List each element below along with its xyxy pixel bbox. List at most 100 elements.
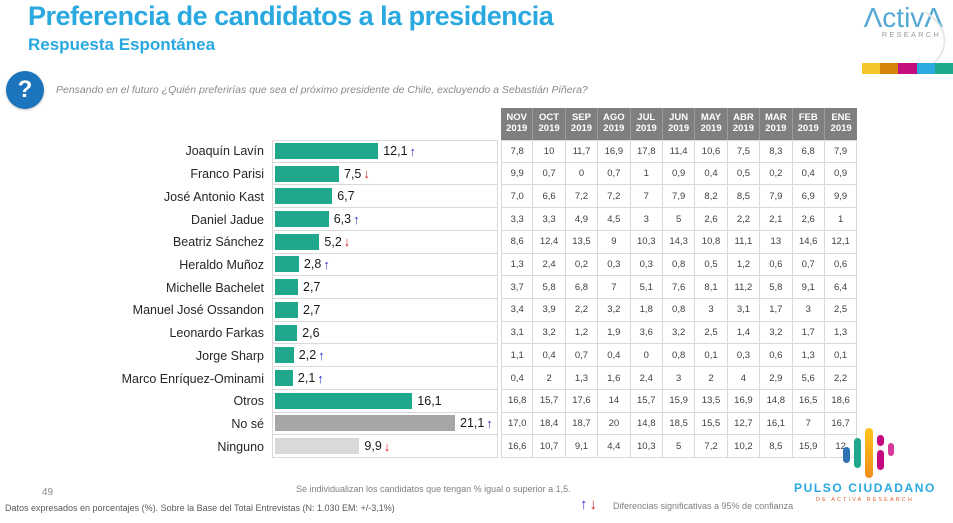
- table-cell: 10,2: [727, 435, 761, 459]
- table-cell: 3,9: [533, 299, 566, 322]
- table-cell: 0: [565, 162, 599, 186]
- candidate-label: Franco Parisi: [190, 167, 264, 182]
- chart-row: No sé 21,1 ↑ 17,0 18,4 18,7 20 14,8 18,5 15,5 12,7…: [0, 412, 953, 436]
- trend-up-icon: ↑: [409, 143, 417, 159]
- table-cell: 12,1: [824, 230, 858, 254]
- table-header-row: NOV 2019 OCT 2019 SEP 2019 AGO 2019 JUL 2019 JUN 20…: [501, 108, 953, 140]
- header-year: 2019: [830, 123, 852, 134]
- candidate-label: Leonardo Farkas: [169, 326, 264, 341]
- header-month: JUN: [669, 112, 689, 124]
- bar: [275, 415, 455, 432]
- table-cell: 5,8: [760, 276, 793, 300]
- table-cell: 12,4: [533, 230, 566, 254]
- table-cell: 3,1: [727, 299, 761, 322]
- table-cell: 15,7: [630, 389, 663, 413]
- table-cell: 10: [533, 140, 566, 163]
- table-header-cell: JUL 2019: [630, 108, 663, 140]
- bar-value: 5,2: [324, 234, 342, 249]
- bar: [275, 279, 298, 296]
- table-cell: 0,6: [824, 253, 858, 277]
- chart-body: Joaquín Lavín 12,1 ↑ 7,8 10 11,7 16,9 17,8 11,4 1…: [0, 140, 953, 459]
- table-cell: 14,3: [662, 230, 696, 254]
- table-cell: 7,6: [662, 276, 696, 300]
- pulso-logo-subtitle: DE ACTIVA RESEARCH: [816, 497, 914, 503]
- bar: [275, 233, 320, 250]
- history-cells: 1,3 2,4 0,2 0,3 0,3 0,8 0,5 1,2 0,6 0,7 0,6: [501, 253, 858, 277]
- table-header-cell: NOV 2019: [501, 108, 534, 140]
- bar-value: 2,6: [302, 325, 320, 340]
- table-cell: 3,2: [662, 321, 696, 345]
- history-cells: 0,4 2 1,3 1,6 2,4 3 2 4 2,9 5,6 2,2: [501, 367, 858, 390]
- trend-down-icon: ↓: [363, 166, 370, 182]
- table-cell: 3,3: [533, 208, 566, 231]
- chart-row: Otros 16,1 16,8 15,7 17,6 14 15,7 15,9 13,5 16,9 1…: [0, 389, 953, 413]
- bar-cell: 5,2 ↓: [272, 230, 498, 254]
- bar-cell: 2,8 ↑: [272, 253, 498, 277]
- table-cell: 3: [630, 208, 663, 231]
- table-cell: 7,5: [727, 140, 761, 163]
- table-cell: 0,2: [565, 253, 599, 277]
- survey-question: Pensando en el futuro ¿Quién preferirías…: [56, 84, 588, 96]
- history-cells: 3,7 5,8 6,8 7 5,1 7,6 8,1 11,2 5,8 9,1 6,4: [501, 276, 858, 300]
- table-header-cell: MAY 2019: [695, 108, 728, 140]
- header-month: MAR: [765, 112, 787, 124]
- trend-up-icon: ↑: [353, 211, 360, 227]
- strip-segment: [898, 63, 917, 74]
- table-cell: 14: [598, 389, 631, 413]
- table-cell: 7: [792, 412, 825, 436]
- table-cell: 6,4: [824, 276, 858, 300]
- table-cell: 1,7: [792, 321, 825, 345]
- bar: [275, 165, 339, 182]
- header-year: 2019: [732, 123, 754, 134]
- table-cell: 0,4: [501, 367, 534, 390]
- bar-cell: 21,1 ↑: [272, 412, 498, 436]
- table-cell: 7,9: [760, 185, 793, 209]
- table-cell: 3,2: [598, 299, 631, 322]
- table-cell: 0,7: [792, 253, 825, 277]
- down-arrow-icon: ↓: [589, 496, 598, 513]
- table-cell: 7,9: [662, 185, 696, 209]
- table-cell: 9,9: [824, 185, 858, 209]
- table-cell: 4,4: [598, 435, 631, 459]
- table-cell: 17,8: [630, 140, 663, 163]
- table-cell: 3,7: [501, 276, 534, 300]
- table-cell: 16,9: [727, 389, 761, 413]
- bar-value: 6,7: [337, 189, 355, 204]
- strip-segment: [880, 63, 899, 74]
- table-cell: 3: [662, 367, 696, 390]
- table-cell: 0,6: [760, 344, 793, 368]
- table-cell: 1,9: [598, 321, 631, 345]
- activa-logo-subtext: RESEARCH: [881, 30, 941, 39]
- table-cell: 12,7: [727, 412, 761, 436]
- table-cell: 20: [598, 412, 631, 436]
- bar-value: 2,1: [297, 371, 316, 386]
- page-number: 49: [42, 487, 54, 498]
- table-cell: 7,2: [598, 185, 631, 209]
- table-cell: 0,9: [662, 162, 696, 186]
- bar-value: 9,9: [364, 439, 382, 454]
- table-cell: 9,1: [565, 435, 599, 459]
- chart-row: Joaquín Lavín 12,1 ↑ 7,8 10 11,7 16,9 17,8 11,4 1…: [0, 140, 953, 163]
- bar-cell: 6,3 ↑: [272, 208, 498, 231]
- table-cell: 1,8: [630, 299, 663, 322]
- table-cell: 3,4: [501, 299, 534, 322]
- table-cell: 6,9: [792, 185, 825, 209]
- table-cell: 5,6: [792, 367, 825, 390]
- table-cell: 3,2: [533, 321, 566, 345]
- chart-row: Daniel Jadue 6,3 ↑ 3,3 3,3 4,9 4,5 3 5 2,6 2,2 2,1 2…: [0, 208, 953, 231]
- header-month: MAY: [700, 112, 722, 124]
- table-cell: 2,1: [760, 208, 793, 231]
- header-year: 2019: [603, 123, 625, 134]
- header-year: 2019: [765, 123, 787, 134]
- table-cell: 1,1: [501, 344, 534, 368]
- chart-row: Heraldo Muñoz 2,8 ↑ 1,3 2,4 0,2 0,3 0,3 0,8 0,5 1,…: [0, 253, 953, 277]
- page-title: Preferencia de candidatos a la presidenc…: [28, 1, 554, 31]
- table-cell: 0,7: [533, 162, 566, 186]
- table-cell: 8,3: [760, 140, 793, 163]
- table-cell: 18,4: [533, 412, 566, 436]
- header-month: OCT: [539, 112, 560, 124]
- bar-cell: 2,2 ↑: [272, 344, 498, 368]
- table-cell: 17,6: [565, 389, 599, 413]
- table-cell: 18,7: [565, 412, 599, 436]
